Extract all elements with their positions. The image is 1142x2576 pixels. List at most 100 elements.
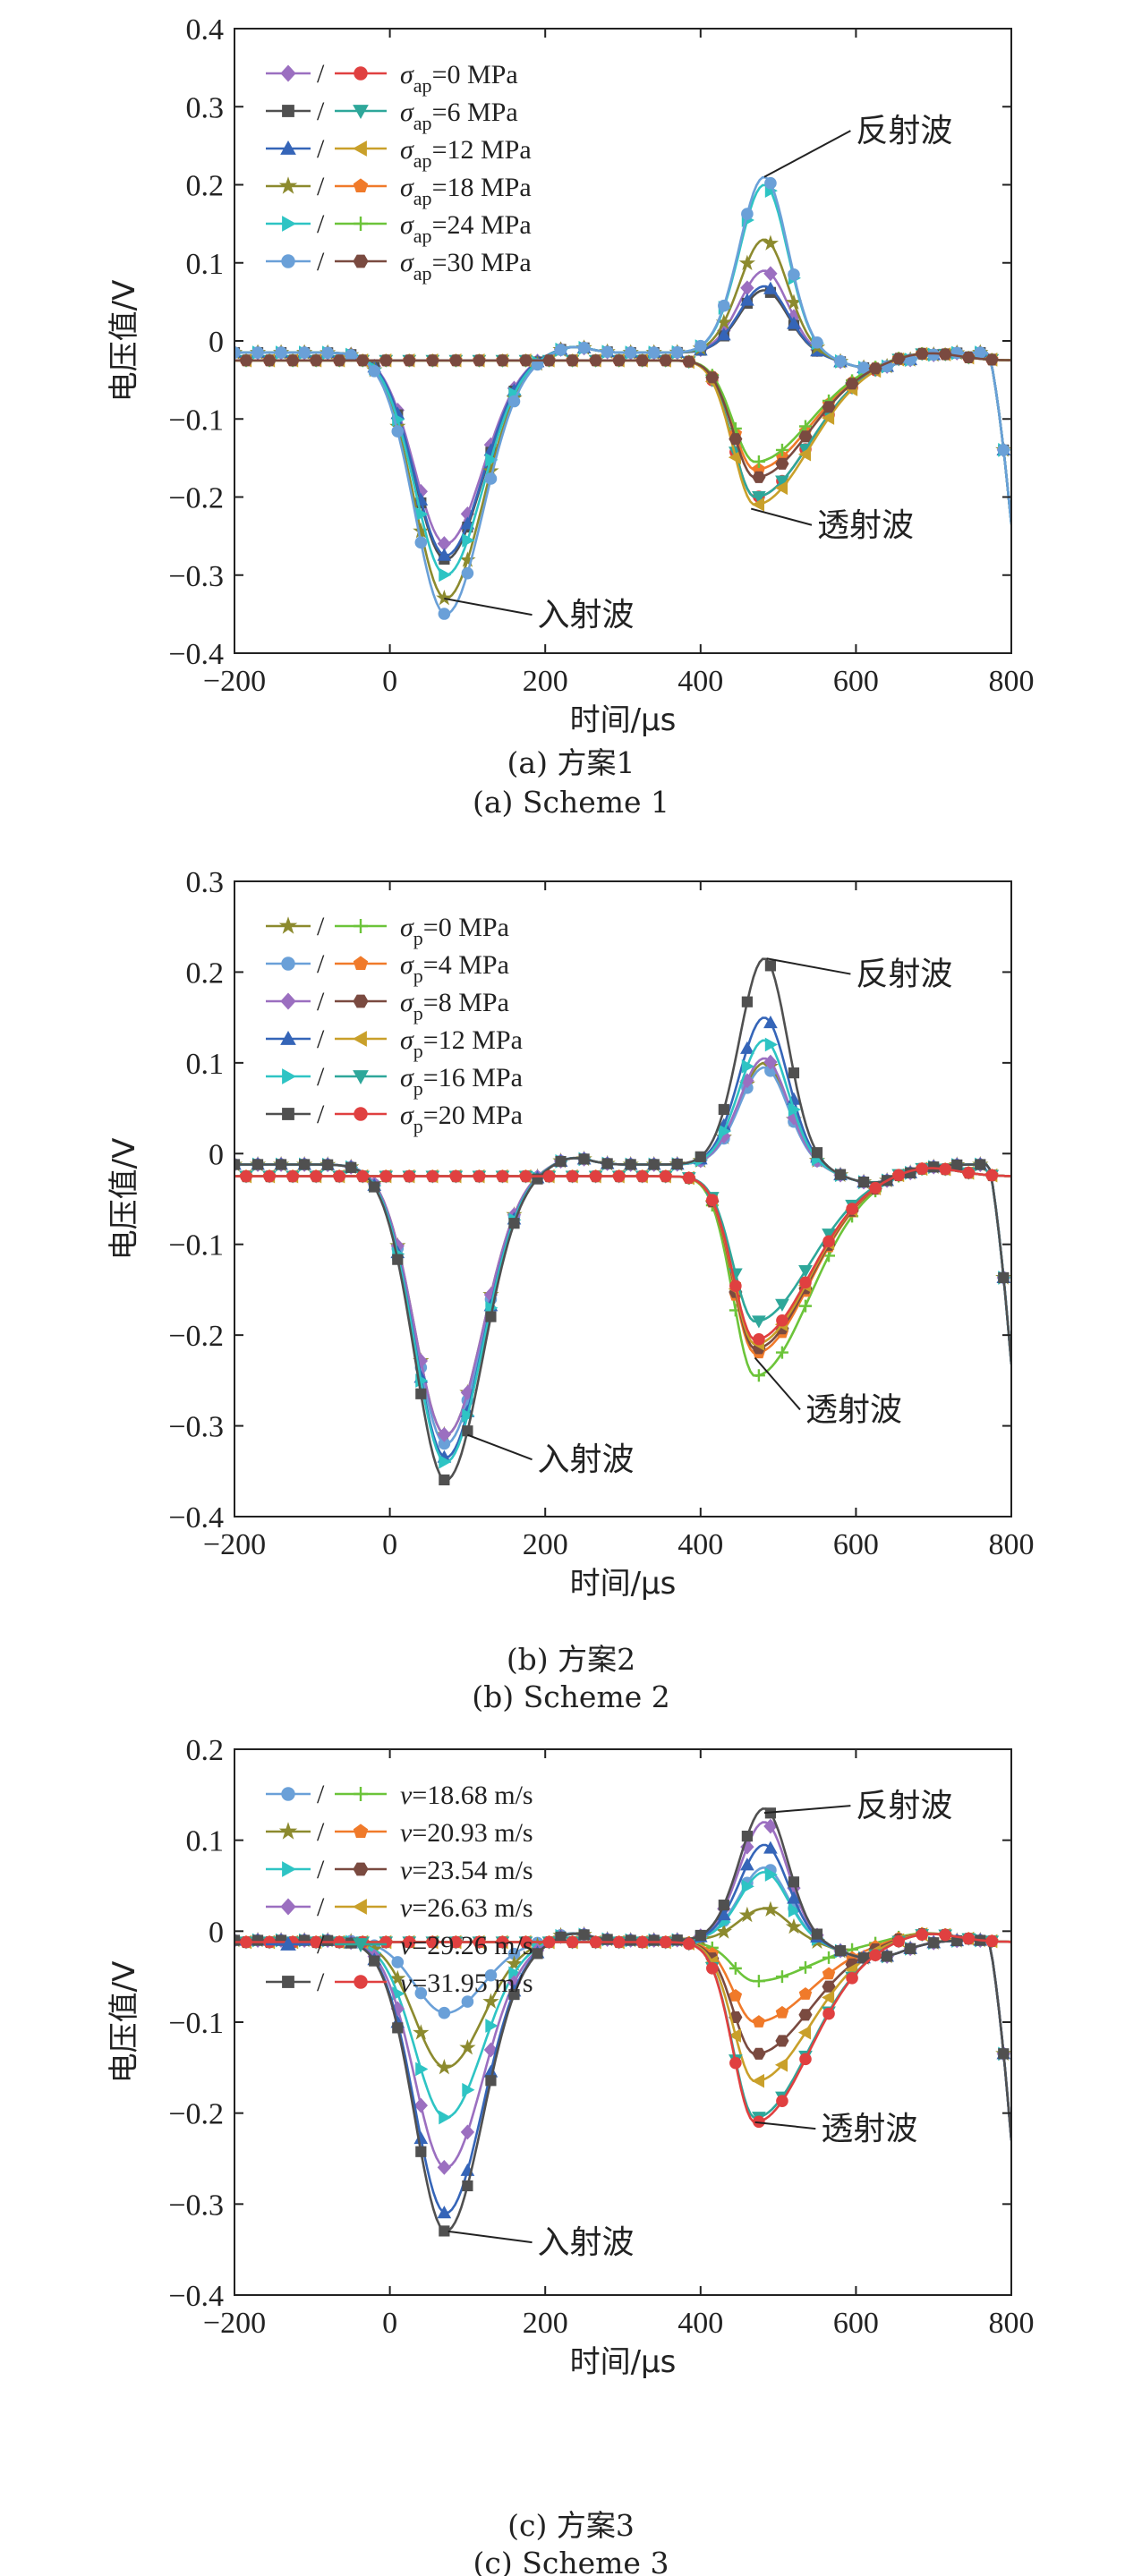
chart2-series-6-right-point [403,1169,416,1183]
chart2-series-6-right-point [496,1169,509,1183]
chart2-series-6-right-point [659,1169,672,1183]
chart2-incident-annotation: 入射波 [538,1441,635,1478]
chart1-series-6-transmitted-line [234,352,1011,479]
chart2-series-6-left-point [951,1159,963,1171]
chart3-y-tick-label: 0.2 [186,1734,225,1767]
chart3-legend-marker-right [352,1899,367,1915]
chart1-series-6-right-point [729,433,743,446]
chart3-series-6-right-point [962,1932,976,1945]
chart3-series-3-left-point [764,1867,778,1882]
chart2-series-6-left-point [764,960,777,972]
chart1-series-6-left-point [275,346,287,359]
chart3-series-6-right-point [473,1935,486,1949]
chart3-legend-marker-right [353,1862,369,1876]
chart1-x-tick-label: 400 [678,665,723,698]
chart1-series-3-right-point [751,497,764,512]
chart3-series-2-left-point [715,1923,732,1939]
chart3-series-6-left-point [905,1943,916,1954]
chart3-y-tick-label: 0 [209,1916,224,1949]
chart2-series-6-right-point [706,1194,719,1206]
chart3-incident-annotation: 入射波 [538,2224,635,2261]
chart3-legend: / v=18.68 m/s / v=20.93 m/s / v=23.54 m/s / v=2… [266,1780,533,1998]
chart3-series-6-left-point [601,1934,613,1945]
chart2-caption-cn: (b) 方案2 [507,1642,635,1677]
chart2-legend-label-2: σp=4 MPa [400,950,509,987]
chart1-y-tick-label: −0.1 [168,404,224,437]
chart1-incident-annotation: 入射波 [538,597,635,633]
chart1-legend-item-6: / σap=30 MPa [266,247,532,285]
chart2-legend-slash: / [317,1100,325,1129]
chart3-series-1-left-point [414,1986,428,2000]
chart2-series-6-right-point [333,1169,345,1183]
chart2-legend-marker-left [280,1030,296,1045]
chart3-y-tick-label: −0.2 [168,2098,224,2131]
chart2-series-6-right-point [776,1314,788,1327]
chart1-series-6-left-point [601,345,614,359]
chart1-x-tick-label: −200 [203,665,266,698]
chart3-series-6-left-point [811,1928,823,1940]
chart3-series-6-left-point [834,1945,847,1957]
chart3-series-6-left-point [392,2022,404,2034]
chart1-series-6-left-point [321,346,334,360]
chart1-plot-area [234,175,1011,620]
chart1-series-6-left-point [647,346,660,359]
chart3-series-2-right-point [798,1987,813,2000]
chart2-series-6-right-point [939,1162,952,1176]
chart3-series-1-right-point [775,1970,788,1984]
chart2-series-6-right-point [635,1169,649,1183]
chart1-legend-marker-right [354,66,368,81]
chart2-series-5-right-point [752,1315,766,1329]
chart2-legend-slash: / [317,912,325,941]
chart1-series-6-right-point [589,354,603,367]
chart3-series-2-left-point [482,1993,499,2009]
chart2-legend-label-5: σp=16 MPa [400,1063,523,1100]
chart1-legend-slash: / [317,247,325,276]
chart3: −200 0 200 400 600 800 −0.4 −0.3 −0.2 −0.1 0 0.1 0.2… [107,1734,1035,2576]
chart3-x-tick-label: 0 [382,2307,397,2340]
chart2-series-6-left-point [975,1159,986,1170]
chart3-series-1-incident-reflected-line [234,1866,1011,2141]
chart2-series-2-transmitted-line [234,1167,1011,1355]
chart1-series-3-left-point [763,281,778,294]
chart3-series-2-left-point [506,1955,523,1971]
chart3-series-6-right-point [519,1935,533,1949]
chart3-series-6-right-point [542,1935,556,1949]
chart3-legend-slash: / [317,1817,325,1847]
chart2-series-6-right-point [473,1169,486,1183]
chart1-legend-label-4: σap=18 MPa [400,173,532,209]
chart1-series-6-left-point [554,344,567,356]
chart2-series-6-right-point [799,1276,812,1289]
chart1-legend-slash: / [317,97,325,126]
chart3-series-2-left-point [389,1969,406,1986]
chart2-legend-item-3: / σp=8 MPa [266,987,509,1024]
chart3-legend-marker-right [354,1975,368,1989]
chart3-legend-slash: / [317,1855,325,1884]
chart1-series-6-left-point [577,342,591,354]
chart1-series-6-left-point [391,425,405,438]
chart1-series-6-right-point [425,354,439,367]
chart3-series-6-left-point [671,1934,683,1946]
chart3-series-3-left-point [485,2019,499,2033]
chart3-series-6-right-point [846,1971,858,1985]
chart3-series-5-left-point [763,1841,778,1854]
chart3-x-tick-label: 600 [833,2307,879,2340]
chart1-series-6-right-point [938,348,952,361]
chart2-x-tick-label: 600 [833,1528,879,1561]
chart3-series-6-left-point [322,1934,334,1946]
chart3-series-1-right-point [729,1961,742,1975]
chart1-legend-marker-left [282,216,297,232]
chart1-legend-marker-right [352,140,367,157]
chart2-series-5-left-point [439,1454,452,1469]
chart1-series-6-right-point [495,354,510,367]
chart1-series-2-transmitted-line [234,352,1011,498]
chart1-series-6-right-point [845,378,859,390]
chart1-series-6-left-point [695,339,707,353]
chart3-series-6-right-point [659,1935,672,1949]
chart2-series-6-left-point [299,1159,311,1170]
chart1-series-6-left-point [531,358,544,371]
chart2-y-axis-label: 电压值/V [107,1138,142,1261]
chart2-series-6-right-point [286,1169,299,1183]
chart1-series-4-incident-reflected-line [234,238,1011,600]
chart1-x-axis-label: 时间/μs [570,702,677,738]
chart3-series-6-left-point [928,1937,940,1949]
